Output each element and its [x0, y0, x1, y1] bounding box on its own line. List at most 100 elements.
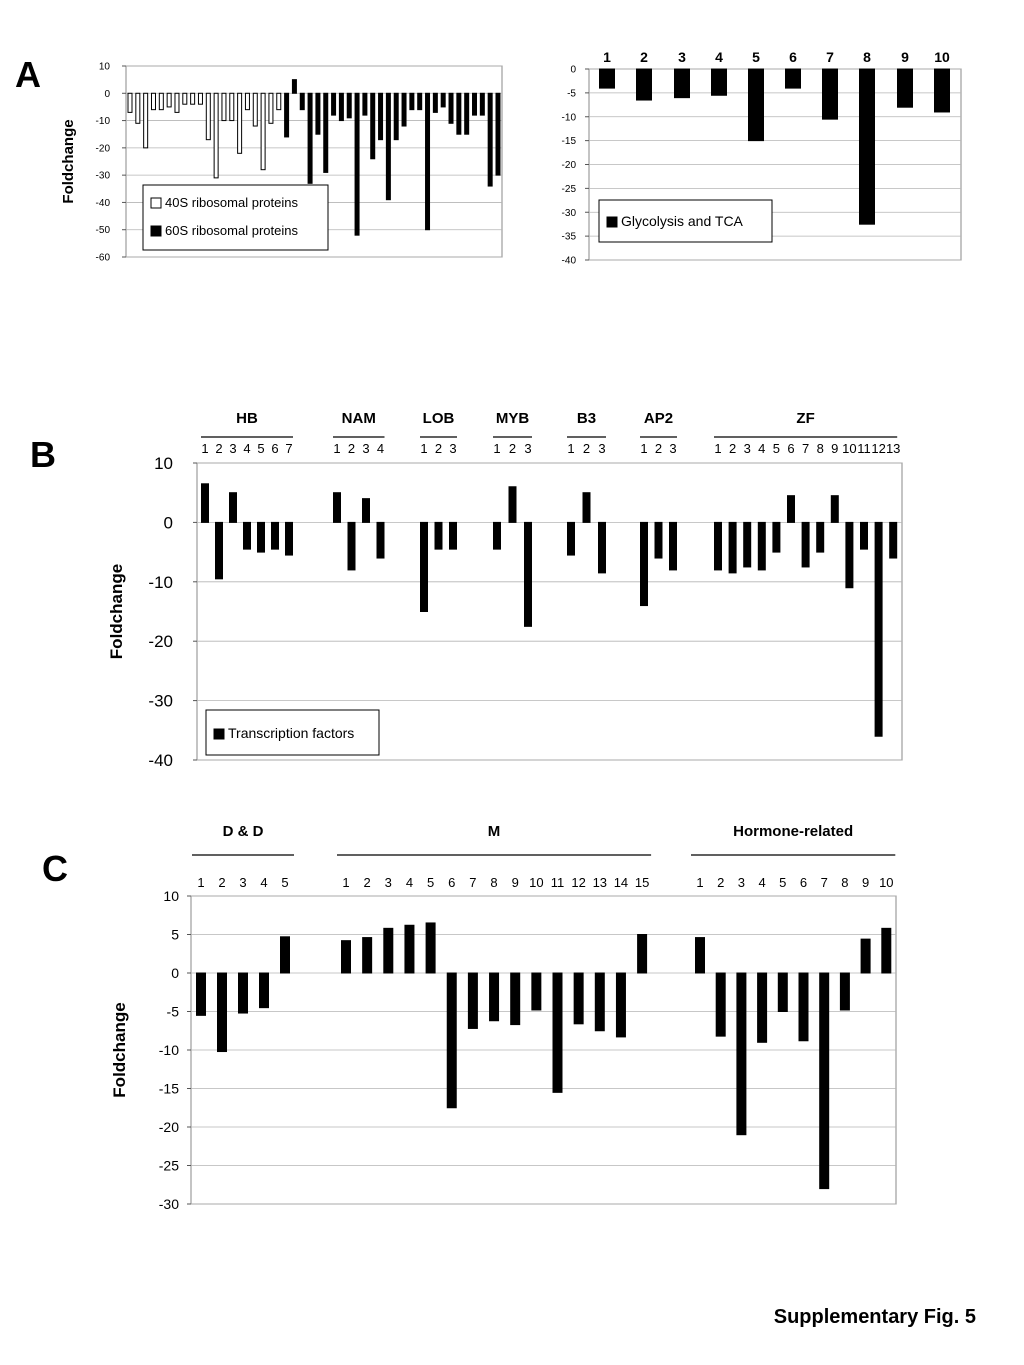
bar	[472, 92, 478, 116]
bar	[489, 972, 500, 1022]
bar	[934, 68, 950, 113]
category-label: 6	[271, 441, 278, 456]
bar	[385, 92, 391, 201]
bar	[347, 521, 356, 571]
category-label: 11	[857, 441, 871, 456]
bar	[276, 92, 282, 111]
bar	[217, 972, 227, 1053]
legend-label: Transcription factors	[228, 725, 354, 741]
group-label: M	[488, 823, 501, 840]
category-label: 3	[385, 875, 392, 890]
y-axis-label: Foldchange	[107, 564, 126, 659]
panel-letter-b: B	[30, 434, 56, 475]
bar	[370, 92, 376, 160]
category-label: 2	[348, 441, 355, 456]
bar	[510, 972, 521, 1026]
bar	[237, 92, 243, 154]
category-label: 12	[871, 441, 885, 456]
bar	[508, 486, 517, 523]
category-label: 7	[802, 441, 809, 456]
legend-box	[142, 184, 329, 251]
category-label: 2	[364, 875, 371, 890]
category-label: 3	[738, 875, 745, 890]
bar	[401, 92, 407, 127]
bar	[362, 92, 368, 116]
panel-letter-c: C	[42, 848, 68, 889]
bar	[229, 492, 237, 523]
bar	[798, 972, 809, 1042]
y-axis-label: Foldchange	[110, 1002, 129, 1097]
y-tick-label: -10	[148, 573, 173, 592]
bar	[728, 521, 737, 574]
bar	[252, 92, 258, 127]
category-label: 1	[567, 441, 574, 456]
bar	[669, 521, 677, 571]
bar	[446, 972, 457, 1109]
category-label: 15	[635, 875, 649, 890]
category-label: 3	[669, 441, 676, 456]
category-label: 5	[427, 875, 434, 890]
y-tick-label: -40	[96, 198, 111, 209]
bar	[257, 521, 265, 553]
category-label: 2	[215, 441, 222, 456]
category-label: 10	[934, 49, 950, 65]
y-tick-label: 0	[171, 965, 179, 981]
legend-box	[598, 199, 773, 243]
bar	[201, 483, 209, 523]
category-label: 4	[377, 441, 384, 456]
bar	[654, 521, 663, 559]
category-label: 9	[512, 875, 519, 890]
bar	[594, 972, 605, 1032]
bar	[839, 972, 850, 1011]
group-label: Hormone-related	[733, 823, 853, 840]
bar	[409, 92, 415, 111]
category-label: 7	[826, 49, 834, 65]
category-label: 2	[717, 875, 724, 890]
bar	[244, 92, 250, 111]
category-label: 11	[551, 875, 565, 890]
bar	[743, 521, 752, 568]
category-label: 1	[342, 875, 349, 890]
bar	[448, 92, 454, 124]
group-label: AP2	[644, 410, 673, 427]
y-tick-label: 0	[570, 65, 576, 76]
bar	[315, 92, 321, 135]
y-tick-label: -40	[148, 751, 173, 770]
y-tick-label: 5	[171, 926, 179, 942]
category-label: 3	[598, 441, 605, 456]
bar	[378, 92, 384, 141]
category-label: 8	[817, 441, 824, 456]
category-label: 1	[603, 49, 611, 65]
bar	[464, 92, 470, 135]
bar	[205, 92, 211, 141]
bar	[845, 521, 854, 589]
bar	[346, 92, 352, 119]
legend-swatch	[213, 728, 225, 740]
bar	[695, 937, 705, 974]
bar	[285, 521, 293, 556]
group-label: NAM	[342, 410, 376, 427]
bar	[284, 92, 290, 138]
category-label: 2	[729, 441, 736, 456]
group-label: HB	[236, 410, 258, 427]
bar	[582, 492, 591, 523]
bar	[182, 92, 188, 105]
figure-caption: Supplementary Fig. 5	[773, 1306, 976, 1328]
bar	[243, 521, 251, 550]
bar	[338, 92, 344, 122]
category-label: 4	[260, 875, 267, 890]
bar	[889, 521, 898, 559]
bar	[777, 972, 788, 1012]
legend-swatch	[606, 216, 618, 228]
bar	[456, 92, 462, 135]
bar	[524, 521, 532, 627]
bar	[280, 936, 290, 974]
legend-swatch	[150, 197, 162, 209]
y-tick-label: -5	[567, 88, 576, 99]
category-label: 1	[640, 441, 647, 456]
legend-label: 60S ribosomal proteins	[165, 223, 298, 238]
category-label: 1	[696, 875, 703, 890]
